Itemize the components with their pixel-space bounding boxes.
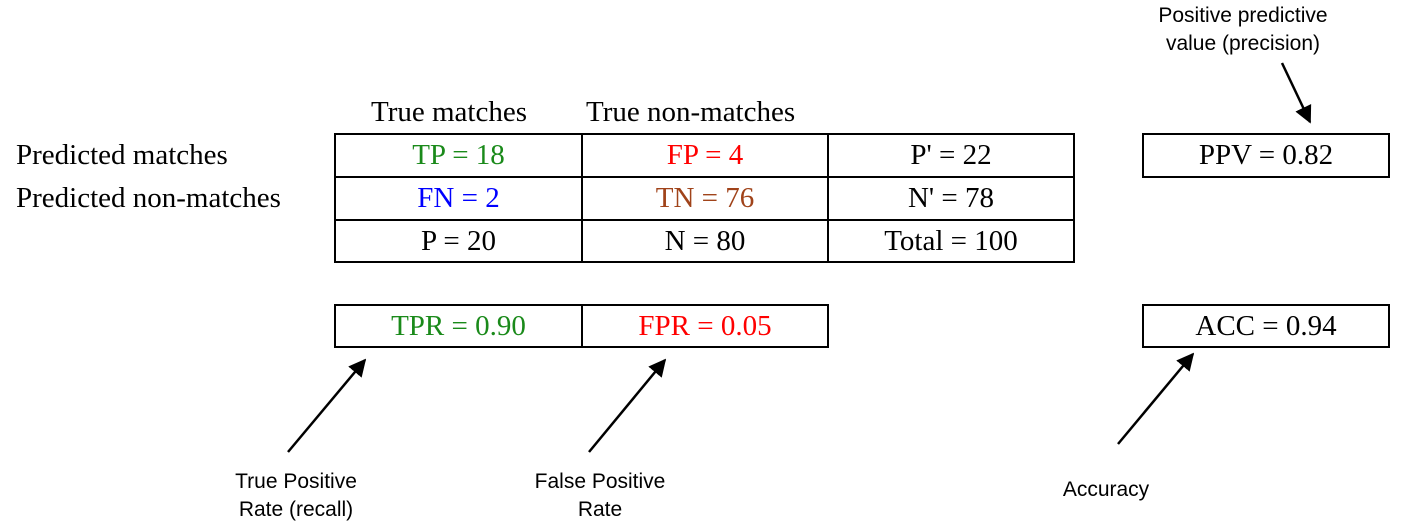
tpr-arrow [287, 358, 367, 453]
ppv-arrow [1280, 62, 1312, 124]
row-divider [336, 219, 1073, 221]
fpr-annotation: False Positive Rate [500, 468, 700, 524]
confusion-matrix-table: TP = 18 FP = 4 P' = 22 FN = 2 TN = 76 N'… [334, 133, 1075, 263]
cell-tn: TN = 76 [655, 182, 755, 214]
cell-n-prime: N' = 78 [907, 182, 995, 214]
cell-n: N = 80 [664, 224, 746, 257]
ppv-annotation-line2: value (precision) [1165, 32, 1321, 55]
rates-table: TPR = 0.90 FPR = 0.05 [334, 304, 829, 348]
fpr-annotation-line1: False Positive [534, 470, 666, 493]
cell-total: Total = 100 [884, 224, 1018, 257]
acc-box: ACC = 0.94 [1142, 304, 1390, 348]
column-header-true-non-matches: True non-matches [586, 96, 796, 128]
cell-p: P = 20 [421, 224, 496, 257]
tpr-annotation-line1: True Positive [235, 470, 357, 493]
fpr-arrow [588, 358, 667, 453]
tpr-annotation: True Positive Rate (recall) [196, 468, 396, 524]
cell-p-prime: P' = 22 [910, 139, 992, 171]
tpr-annotation-line2: Rate (recall) [238, 498, 354, 521]
row-header-predicted-matches: Predicted matches [16, 139, 228, 171]
ppv-annotation-line1: Positive predictive [1158, 4, 1328, 27]
column-divider [581, 135, 583, 261]
cell-fpr: FPR = 0.05 [638, 309, 772, 342]
fpr-annotation-line2: Rate [577, 498, 623, 521]
column-divider [581, 306, 583, 346]
column-header-true-matches: True matches [371, 96, 527, 128]
column-divider [827, 135, 829, 261]
cell-tp: TP = 18 [412, 139, 505, 171]
accuracy-annotation: Accuracy [1062, 478, 1150, 501]
accuracy-arrow [1117, 352, 1195, 445]
ppv-annotation: Positive predictive value (precision) [1120, 2, 1366, 58]
cell-acc: ACC = 0.94 [1195, 309, 1337, 342]
cell-fn: FN = 2 [417, 182, 500, 214]
ppv-box: PPV = 0.82 [1142, 133, 1390, 178]
row-header-predicted-non-matches: Predicted non-matches [16, 182, 281, 214]
cell-tpr: TPR = 0.90 [391, 309, 526, 342]
row-divider [336, 176, 1073, 178]
cell-ppv: PPV = 0.82 [1198, 139, 1334, 171]
cell-fp: FP = 4 [666, 139, 744, 171]
